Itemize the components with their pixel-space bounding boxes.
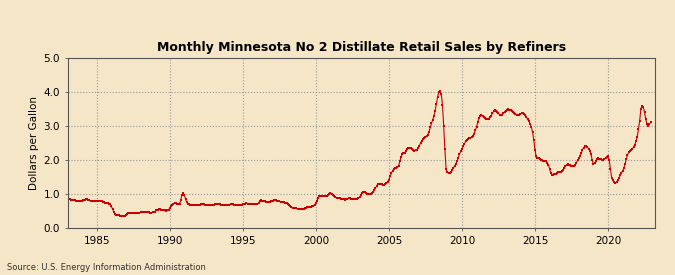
Title: Monthly Minnesota No 2 Distillate Retail Sales by Refiners: Monthly Minnesota No 2 Distillate Retail… [157, 41, 566, 54]
Text: Source: U.S. Energy Information Administration: Source: U.S. Energy Information Administ… [7, 263, 206, 272]
Y-axis label: Dollars per Gallon: Dollars per Gallon [29, 96, 39, 190]
